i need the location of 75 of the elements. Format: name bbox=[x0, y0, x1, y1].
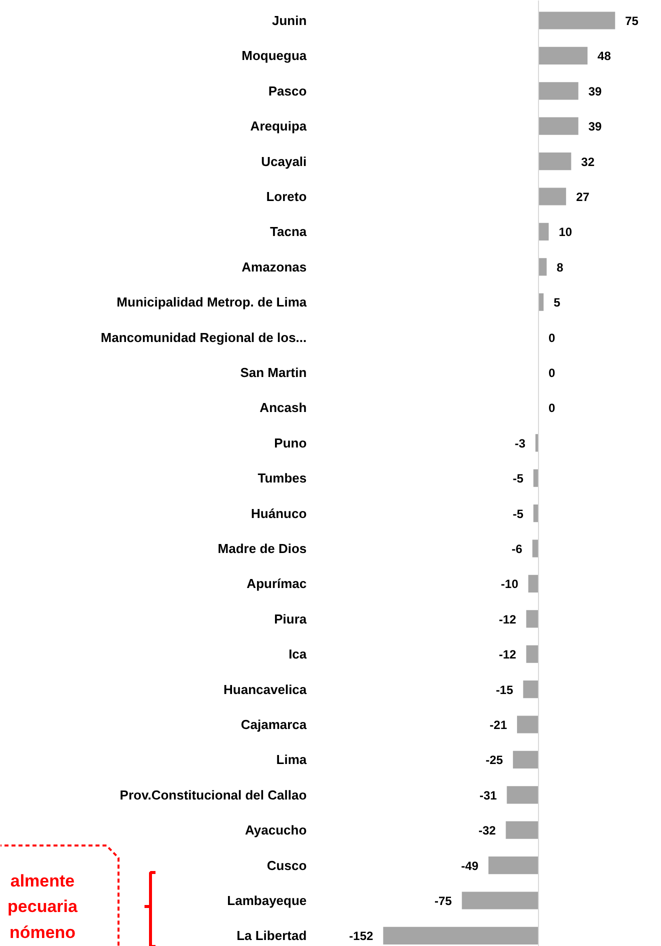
bar bbox=[517, 716, 538, 734]
y-tick-label: Ucayali bbox=[261, 154, 307, 169]
bar bbox=[538, 152, 572, 170]
bar bbox=[528, 574, 538, 592]
y-tick-label: Mancomunidad Regional de los... bbox=[100, 330, 307, 345]
y-tick-label: Junin bbox=[272, 13, 307, 28]
y-tick-label: Pasco bbox=[268, 83, 307, 98]
data-label: 48 bbox=[598, 49, 612, 64]
data-label: 75 bbox=[625, 14, 639, 28]
y-tick-label: Huánuco bbox=[251, 506, 307, 521]
bar bbox=[512, 750, 538, 768]
y-tick-label: Tacna bbox=[270, 224, 308, 240]
data-label: -31 bbox=[479, 788, 498, 802]
data-label: -15 bbox=[496, 682, 514, 697]
y-tick-label: La Libertad bbox=[236, 928, 307, 944]
y-tick-label: Tumbes bbox=[258, 470, 307, 486]
bar bbox=[538, 222, 549, 240]
y-tick-label: Moquegua bbox=[242, 48, 308, 64]
bar bbox=[488, 856, 538, 874]
data-label: 10 bbox=[558, 225, 572, 240]
y-tick-label: Ica bbox=[288, 646, 308, 662]
bar bbox=[538, 258, 547, 276]
data-label: -12 bbox=[498, 648, 517, 662]
y-tick-label: Puno bbox=[274, 435, 307, 450]
y-tick-label: Huancavelica bbox=[224, 682, 308, 697]
y-tick-label: Municipalidad Metrop. de Lima bbox=[116, 294, 308, 310]
data-label: 27 bbox=[576, 190, 590, 204]
y-tick-label: Piura bbox=[274, 611, 308, 626]
y-tick-label: Loreto bbox=[266, 189, 307, 204]
y-tick-label: Madre de Dios bbox=[218, 541, 307, 556]
data-label: -32 bbox=[478, 824, 496, 838]
data-label: 39 bbox=[588, 84, 602, 98]
bar bbox=[506, 821, 538, 839]
data-label: -75 bbox=[434, 894, 452, 908]
bar bbox=[523, 680, 538, 698]
y-tick-label: Cajamarca bbox=[240, 717, 308, 732]
bar bbox=[532, 540, 538, 558]
y-tick-label: Arequipa bbox=[250, 118, 308, 134]
data-label: -21 bbox=[490, 718, 508, 732]
data-label: -6 bbox=[512, 542, 523, 556]
bar bbox=[538, 46, 588, 64]
bar bbox=[506, 786, 538, 804]
bar bbox=[538, 12, 616, 30]
bar bbox=[526, 645, 538, 663]
y-tick-label: Lambayeque bbox=[227, 893, 307, 908]
data-label: -5 bbox=[512, 506, 524, 521]
data-label: -152 bbox=[349, 929, 374, 944]
bar bbox=[538, 188, 566, 206]
y-tick-label: Prov.Constitucional del Callao bbox=[120, 787, 307, 802]
data-label: 0 bbox=[548, 366, 556, 380]
bar bbox=[538, 82, 578, 100]
data-label: -12 bbox=[498, 612, 517, 626]
y-tick-label: Amazonas bbox=[242, 259, 307, 274]
data-label: -10 bbox=[500, 577, 519, 592]
y-tick-label: San Martin bbox=[240, 365, 307, 380]
bar bbox=[383, 926, 538, 944]
y-tick-label: Apurímac bbox=[246, 576, 307, 592]
data-label: 5 bbox=[554, 296, 561, 310]
data-label: -3 bbox=[514, 436, 526, 450]
data-label: 39 bbox=[588, 120, 602, 134]
y-tick-label: Lima bbox=[276, 752, 308, 768]
bar bbox=[526, 610, 538, 628]
data-label: 32 bbox=[581, 154, 595, 169]
bar bbox=[462, 892, 538, 910]
data-label: 0 bbox=[548, 401, 556, 416]
data-label: -5 bbox=[512, 472, 524, 486]
text: almente pecuaria nómeno bbox=[8, 872, 78, 942]
y-tick-label: Cusco bbox=[266, 858, 307, 873]
data-label: -25 bbox=[486, 753, 504, 768]
y-tick-label: Ayacucho bbox=[245, 822, 307, 838]
y-tick-label: Ancash bbox=[260, 400, 307, 416]
data-label: -49 bbox=[461, 858, 479, 873]
data-label: 8 bbox=[556, 260, 564, 274]
bar bbox=[538, 117, 578, 135]
data-label: 0 bbox=[548, 330, 556, 345]
